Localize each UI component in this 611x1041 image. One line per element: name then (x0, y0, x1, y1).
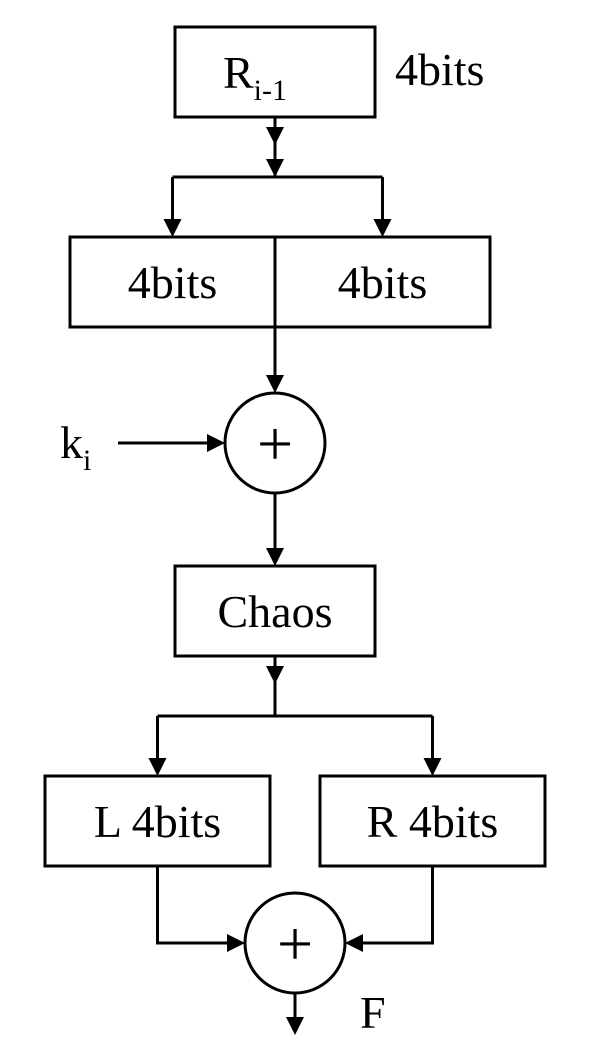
arrow-ki-to-xor1-head (207, 434, 225, 452)
arrow-xor2-out-head (286, 1017, 304, 1035)
label-split-right: 4bits (338, 257, 427, 308)
label-r: R 4bits (367, 796, 499, 847)
arrow-into-l-head (149, 758, 167, 776)
arrow-r-to-xor2 (363, 866, 433, 943)
arrow-top-small-head (266, 127, 284, 145)
arrow-into-r-head (424, 758, 442, 776)
arrow-l-to-xor2 (158, 866, 228, 943)
arrow-into-split-right-head (374, 219, 392, 237)
arrow-split-to-xor1-head (266, 375, 284, 393)
label-4bits-top: 4bits (395, 44, 484, 95)
label-split-left: 4bits (128, 257, 217, 308)
label-chaos: Chaos (218, 586, 333, 637)
arrow-r-to-xor2-head (345, 934, 363, 952)
label-l: L 4bits (94, 796, 221, 847)
xor-2-plus: + (277, 908, 313, 979)
arrow-xor1-to-chaos-head (266, 548, 284, 566)
label-f: F (360, 987, 386, 1038)
label-ki: ki (60, 417, 91, 477)
arrow-l-to-xor2-head (227, 934, 245, 952)
arrow-into-split-left-head (164, 219, 182, 237)
arrow-chaos-small-head (266, 666, 284, 684)
xor-1-plus: + (257, 408, 293, 479)
